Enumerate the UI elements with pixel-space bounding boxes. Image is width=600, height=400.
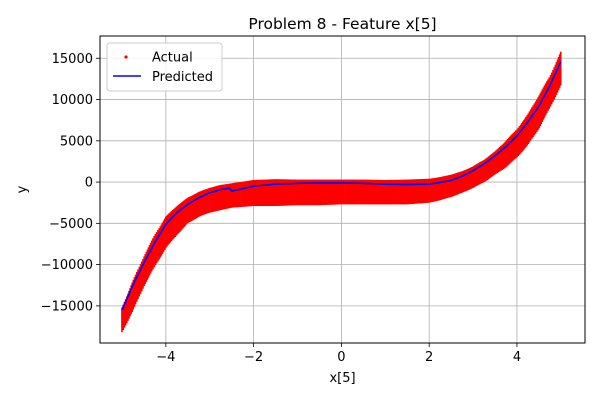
y-tick-label: 10000: [52, 93, 93, 108]
y-tick-label: 15000: [52, 52, 93, 67]
x-tick-label: −4: [156, 350, 175, 365]
legend-label-predicted: Predicted: [152, 70, 213, 85]
axes-frame: [99, 35, 586, 344]
legend-marker-actual: [124, 55, 128, 59]
y-tick-label: −15000: [41, 299, 93, 314]
y-tick-label: 5000: [60, 134, 93, 149]
x-tick-label: −2: [244, 350, 263, 365]
y-tick-label: −5000: [49, 217, 93, 232]
predicted-line: [121, 61, 562, 311]
x-tick-label: 4: [513, 350, 521, 365]
y-axis-label: y: [15, 185, 30, 193]
chart-title: Problem 8 - Feature x[5]: [248, 15, 436, 33]
y-tick-label: 0: [85, 176, 93, 191]
x-tick-label: 0: [337, 350, 345, 365]
x-axis-label: x[5]: [329, 371, 355, 386]
legend: Actual Predicted: [106, 42, 223, 92]
legend-box: [106, 42, 223, 92]
legend-label-actual: Actual: [152, 51, 193, 66]
y-tick-label: −10000: [41, 258, 93, 273]
x-tick-label: 2: [425, 350, 433, 365]
